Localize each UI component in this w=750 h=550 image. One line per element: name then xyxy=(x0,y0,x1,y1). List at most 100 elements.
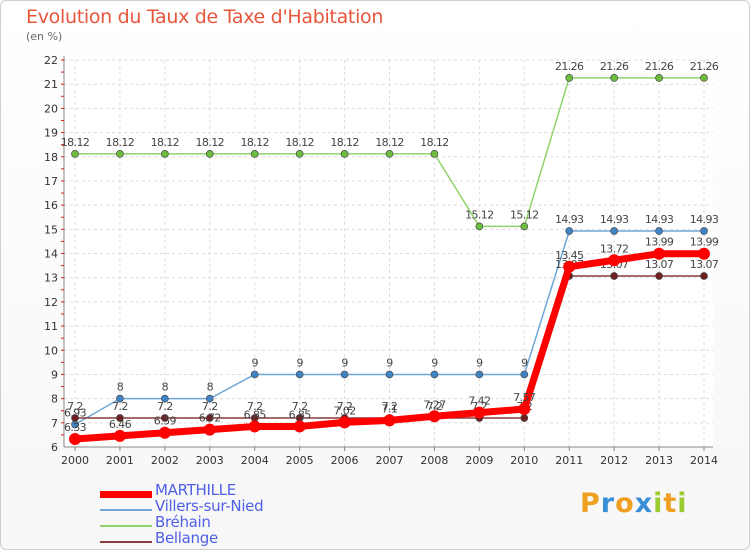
data-label: 18.12 xyxy=(106,136,135,149)
data-label: 6.93 xyxy=(64,407,87,420)
legend-label: Bellange xyxy=(155,529,218,547)
x-tick-label: 2012 xyxy=(600,454,628,467)
data-label: 18.12 xyxy=(330,136,359,149)
data-point xyxy=(700,272,708,280)
data-point xyxy=(610,227,618,235)
data-label: 18.12 xyxy=(420,136,449,149)
data-point xyxy=(205,414,214,422)
x-tick-label: 2008 xyxy=(420,454,448,467)
data-point xyxy=(250,370,259,379)
data-label: 21.26 xyxy=(690,60,719,73)
y-tick-label: 16 xyxy=(44,199,58,212)
data-point xyxy=(116,414,124,422)
data-point xyxy=(610,272,618,280)
data-point xyxy=(430,370,439,379)
x-tick-label: 2013 xyxy=(645,454,673,467)
data-point xyxy=(248,420,261,433)
data-point xyxy=(520,414,529,422)
data-label: 14.93 xyxy=(555,213,584,226)
data-label: 7.2 xyxy=(292,400,308,413)
data-label: 18.12 xyxy=(240,136,269,149)
brand-letter: x xyxy=(634,488,654,519)
data-label: 7.2 xyxy=(337,400,353,413)
y-tick-label: 22 xyxy=(44,54,58,67)
data-label: 9 xyxy=(386,356,393,369)
data-label: 9 xyxy=(521,356,528,369)
data-point xyxy=(158,426,171,439)
data-point xyxy=(700,74,708,82)
data-point xyxy=(655,227,663,235)
data-label: 15.12 xyxy=(510,208,539,221)
data-label: 9 xyxy=(431,356,438,369)
data-label: 9 xyxy=(341,356,348,369)
y-tick-label: 21 xyxy=(44,78,58,91)
data-label: 8 xyxy=(207,381,214,394)
data-point xyxy=(698,247,710,260)
data-label: 13.07 xyxy=(645,258,674,271)
data-label: 7.2 xyxy=(427,400,443,413)
legend-swatch xyxy=(100,541,152,543)
y-tick-label: 15 xyxy=(44,223,58,236)
data-label: 14.93 xyxy=(645,213,674,226)
data-point xyxy=(473,406,486,419)
y-tick-label: 19 xyxy=(44,127,58,140)
legend-label: MARTHILLE xyxy=(155,481,236,499)
y-tick-label: 18 xyxy=(44,151,58,164)
x-tick-label: 2007 xyxy=(376,454,404,467)
data-label: 18.12 xyxy=(151,136,180,149)
data-point xyxy=(295,149,304,158)
data-point xyxy=(161,149,169,158)
data-label: 21.26 xyxy=(645,60,674,73)
data-label: 14.93 xyxy=(600,213,629,226)
brand-logo: Proxiti xyxy=(580,488,688,519)
data-label: 8 xyxy=(117,381,124,394)
brand-letter: i xyxy=(677,488,688,519)
data-label: 7.27 xyxy=(423,398,446,411)
legend-swatch xyxy=(100,490,152,498)
data-label: 9 xyxy=(252,356,259,369)
data-point xyxy=(161,414,169,422)
data-point xyxy=(475,370,484,379)
data-point xyxy=(295,370,304,379)
data-point xyxy=(385,370,394,379)
data-point xyxy=(610,74,618,82)
data-label: 6.72 xyxy=(199,412,221,425)
data-point xyxy=(340,149,349,158)
x-tick-label: 2011 xyxy=(555,454,583,467)
x-tick-label: 2014 xyxy=(690,454,718,467)
legend-swatch xyxy=(100,509,152,511)
y-tick-label: 7 xyxy=(51,417,58,430)
data-label: 6.59 xyxy=(154,415,177,428)
data-label: 9 xyxy=(476,356,483,369)
x-tick-label: 2001 xyxy=(106,454,134,467)
data-point xyxy=(518,403,531,416)
y-tick-label: 17 xyxy=(44,175,58,188)
y-tick-label: 14 xyxy=(44,248,58,261)
data-label: 13.45 xyxy=(555,249,584,262)
data-point xyxy=(520,222,529,231)
y-tick-label: 11 xyxy=(44,320,58,333)
series-villers-sur-nied: 6.93 8 8 8 9 9 9 9 9 9 9 14.93 14.93 14.93 14.93 xyxy=(64,213,719,429)
data-label: 7.2 xyxy=(247,400,263,413)
data-label: 13.99 xyxy=(645,236,674,249)
data-point xyxy=(385,149,394,158)
y-tick-label: 20 xyxy=(44,102,58,115)
data-label: 7.2 xyxy=(202,400,218,413)
data-label: 7.1 xyxy=(382,402,398,415)
x-tick-label: 2002 xyxy=(151,454,179,467)
legend-label: Villers-sur-Nied xyxy=(155,497,264,515)
data-label: 7.2 xyxy=(67,400,83,413)
data-label: 13.07 xyxy=(690,258,719,271)
legend-swatch xyxy=(100,525,152,527)
data-label: 6.33 xyxy=(64,421,87,434)
data-point xyxy=(69,433,81,446)
y-tick-label: 13 xyxy=(44,272,58,285)
data-point xyxy=(116,149,124,158)
data-point xyxy=(71,149,79,158)
data-point xyxy=(293,420,306,433)
data-point xyxy=(161,394,169,403)
chart-unit: (en %) xyxy=(26,30,63,43)
data-label: 21.26 xyxy=(600,60,629,73)
data-label: 14.93 xyxy=(690,213,719,226)
